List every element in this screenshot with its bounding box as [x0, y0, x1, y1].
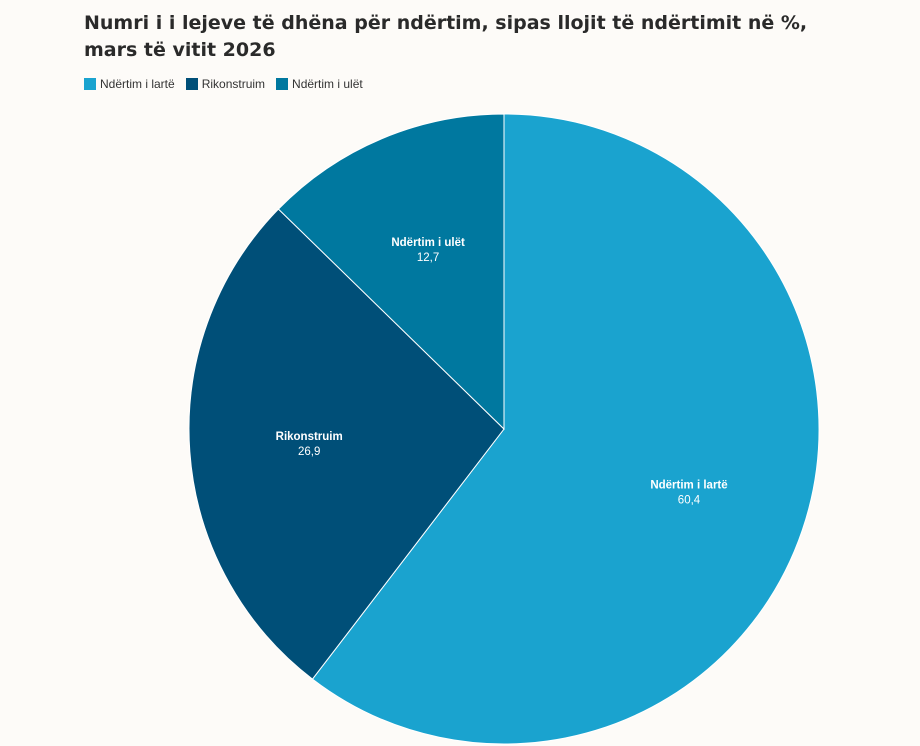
pie-labels: Ndërtim i lartë 60,4 Rikonstruim 26,9 Ndërti… [276, 237, 728, 507]
legend: Ndërtim i lartë Rikonstruim Ndërtim i ul… [84, 77, 363, 91]
slice-value-ndertim-i-larte: 60,4 [678, 495, 701, 507]
slice-label-ndertim-i-larte: Ndërtim i lartë [650, 480, 727, 492]
legend-swatch-rikonstruim [185, 78, 198, 90]
pie-slices [188, 113, 820, 745]
pie-slice-ndertim-i-ulet[interactable] [277, 113, 505, 431]
legend-swatch-ndertim-i-larte [84, 78, 96, 90]
legend-label-ndertim-i-ulet: Ndërtim i ulët [292, 77, 363, 91]
pie-slice-rikonstruim[interactable] [188, 208, 505, 680]
chart-title: Numri i i lejeve të dhëna për ndërtim, s… [84, 12, 808, 61]
slice-label-ndertim-i-ulet: Ndërtim i ulët [391, 237, 465, 249]
legend-item-rikonstruim[interactable]: Rikonstruim [185, 77, 266, 91]
slice-value-ndertim-i-ulet: 12,7 [417, 252, 439, 264]
legend-swatch-ndertim-i-ulet [276, 78, 289, 90]
legend-label-rikonstruim: Rikonstruim [201, 77, 266, 91]
slice-label-rikonstruim: Rikonstruim [276, 431, 343, 443]
pie-slice-ndertim-i-larte[interactable] [311, 113, 820, 745]
legend-item-ndertim-i-larte[interactable]: Ndërtim i lartë [84, 77, 175, 91]
slice-value-rikonstruim: 26,9 [298, 446, 320, 458]
legend-item-ndertim-i-ulet[interactable]: Ndërtim i ulët [276, 77, 363, 91]
legend-label-ndertim-i-larte: Ndërtim i lartë [100, 77, 175, 91]
